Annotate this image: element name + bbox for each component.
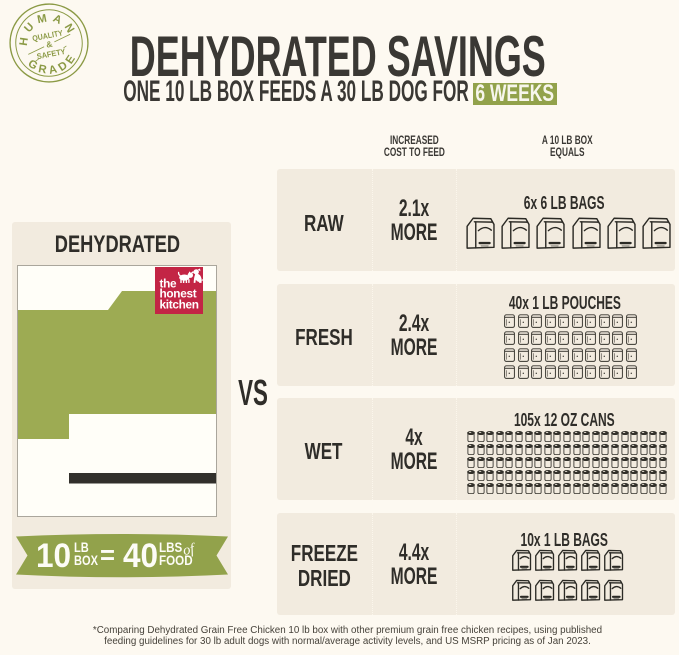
- svg-text:&: &: [45, 39, 53, 50]
- svg-text:the: the: [160, 277, 178, 291]
- svg-text:honest: honest: [160, 287, 197, 301]
- svg-text:kitchen: kitchen: [160, 298, 199, 312]
